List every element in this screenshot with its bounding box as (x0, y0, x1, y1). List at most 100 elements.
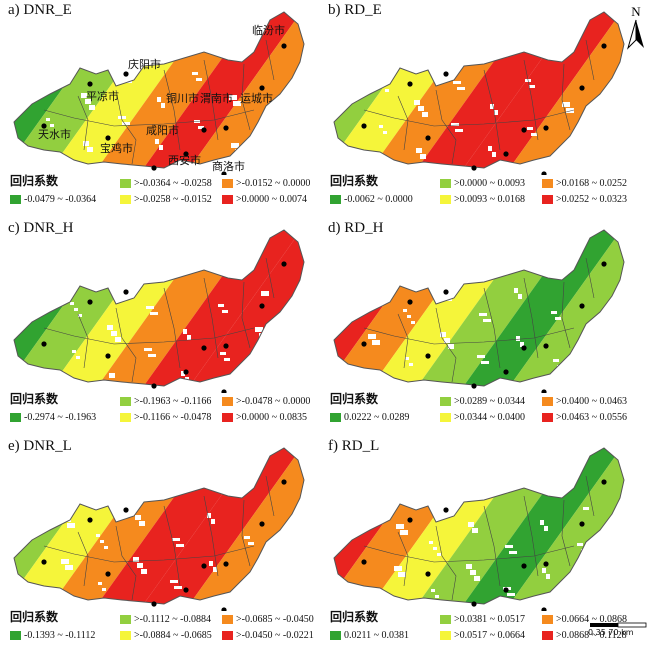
legend-swatch (120, 195, 131, 204)
map-panel-5: e) DNR_L 回归系数 -0.1393 ~ -0.1112 >-0.1112 ~ … (0, 436, 318, 650)
legend-item: >0.0381 ~ 0.0517 (440, 614, 525, 625)
no-data-patch (257, 375, 265, 380)
city-point (443, 289, 449, 295)
no-data-patch (115, 337, 121, 342)
no-data-patch (141, 569, 147, 574)
city-point (425, 353, 431, 359)
no-data-patch (409, 363, 413, 366)
no-data-patch (155, 139, 159, 144)
no-data-patch (414, 100, 420, 105)
city-point (87, 299, 93, 305)
city-point (259, 521, 265, 527)
no-data-patch (139, 521, 145, 526)
panel-title: d) RD_H (328, 220, 384, 236)
legend-swatch (542, 631, 553, 640)
regression-map (333, 447, 625, 611)
no-data-patch (83, 141, 89, 146)
coefficient-band (174, 230, 304, 386)
legend-swatch (120, 397, 131, 406)
no-data-patch (159, 145, 163, 150)
legend-item: >0.0168 ~ 0.0252 (542, 178, 627, 189)
legend-label: -0.0479 ~ -0.0364 (24, 194, 97, 205)
map-panel-2: b) RD_E 回归系数 -0.0062 ~ 0.0000 >0.0000 ~ 0.0… (320, 0, 638, 214)
coefficient-band (494, 12, 624, 168)
city-point (41, 341, 47, 347)
city-point (443, 507, 449, 513)
coefficient-band (174, 12, 304, 168)
legend-item: >0.0289 ~ 0.0344 (440, 396, 525, 407)
no-data-patch (46, 118, 50, 121)
legend-item: >0.0000 ~ 0.0093 (440, 178, 525, 189)
city-point (221, 171, 227, 175)
city-label: 宝鸡市 (100, 142, 133, 155)
no-data-patch (583, 507, 589, 510)
no-data-patch (400, 530, 408, 535)
no-data-patch (466, 564, 472, 569)
panel-title: e) DNR_L (8, 438, 72, 454)
city-point (503, 151, 509, 157)
no-data-patch (220, 352, 226, 355)
city-point (259, 303, 265, 309)
legend-item: >-0.0478 ~ 0.0000 (222, 396, 310, 407)
legend-label: 0.0222 ~ 0.0289 (344, 412, 410, 423)
county-boundaries (43, 475, 275, 601)
panel-title: c) DNR_H (8, 220, 74, 236)
no-data-patch (440, 332, 446, 337)
legend-swatch (120, 413, 131, 422)
no-data-patch (50, 124, 54, 127)
legend-label: >-0.0258 ~ -0.0152 (134, 194, 212, 205)
legend-swatch (542, 615, 553, 624)
city-point (105, 571, 111, 577)
no-data-patch (87, 147, 93, 152)
legend-label: >-0.0685 ~ -0.0450 (236, 614, 314, 625)
city-point (223, 125, 229, 131)
no-data-patch (411, 321, 415, 324)
city-point (541, 607, 547, 611)
legend-swatch (440, 397, 451, 406)
city-label: 渭南市 (200, 92, 233, 105)
no-data-patch (246, 584, 252, 587)
no-data-patch (416, 148, 422, 153)
no-data-patch (420, 154, 426, 159)
no-data-patch (470, 570, 476, 575)
legend-item: >-0.1112 ~ -0.0884 (120, 614, 211, 625)
city-label: 运城市 (240, 92, 273, 105)
legend-swatch (10, 195, 21, 204)
city-point (221, 389, 227, 393)
no-data-patch (255, 327, 263, 332)
legend-swatch (222, 397, 233, 406)
no-data-patch (109, 373, 115, 378)
city-point (521, 345, 527, 351)
legend-label: >-0.0450 ~ -0.0221 (236, 630, 314, 641)
no-data-patch (483, 319, 491, 322)
regression-map (13, 11, 305, 175)
no-data-patch (176, 544, 184, 547)
no-data-patch (509, 551, 517, 554)
legend-swatch (222, 195, 233, 204)
no-data-patch (451, 123, 459, 126)
no-data-patch (196, 78, 202, 81)
legend-swatch (440, 179, 451, 188)
city-point (223, 343, 229, 349)
legend-title: 回归系数 (10, 392, 59, 406)
no-data-patch (118, 116, 126, 119)
no-data-patch (507, 593, 515, 596)
no-data-patch (381, 83, 385, 86)
panel-title: f) RD_L (328, 438, 380, 454)
no-data-patch (544, 526, 548, 531)
no-data-patch (435, 595, 439, 598)
legend-item: >0.0463 ~ 0.0556 (542, 412, 627, 423)
no-data-patch (518, 294, 522, 299)
legend-item: 0.0222 ~ 0.0289 (330, 412, 409, 423)
no-data-patch (61, 559, 69, 564)
no-data-patch (231, 143, 239, 148)
no-data-patch (211, 519, 215, 524)
city-point (543, 125, 549, 131)
legend-label: >0.0168 ~ 0.0252 (556, 178, 628, 189)
no-data-patch (553, 359, 559, 362)
no-data-patch (455, 129, 463, 132)
city-label: 临汾市 (252, 24, 285, 37)
coefficient-band (128, 230, 304, 386)
city-point (579, 521, 585, 527)
no-data-patch (551, 311, 557, 314)
